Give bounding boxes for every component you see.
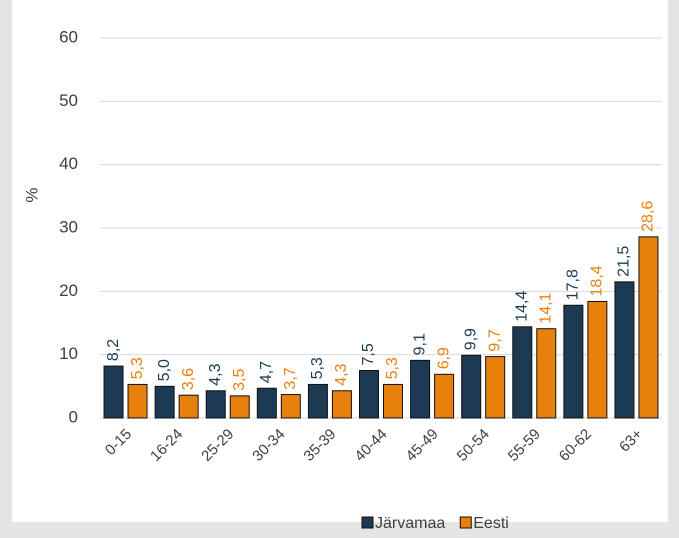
bar	[563, 304, 584, 419]
data-label: 9,9	[462, 328, 479, 350]
data-label: 18,4	[589, 265, 606, 296]
data-label: 14,4	[513, 291, 530, 322]
bar	[103, 365, 124, 419]
panel	[12, 0, 668, 522]
bar	[256, 387, 277, 419]
data-label: 3,6	[180, 368, 197, 390]
bar	[587, 300, 608, 419]
y-tick-label: 0	[69, 407, 78, 426]
bar	[461, 354, 482, 419]
data-label: 28,6	[640, 201, 657, 232]
data-label: 17,8	[565, 269, 582, 300]
data-label: 5,3	[309, 357, 326, 379]
bar	[178, 394, 199, 419]
data-label: 5,3	[384, 357, 401, 379]
bar	[512, 326, 533, 419]
data-label: 4,7	[258, 361, 275, 383]
y-tick-label: 40	[59, 154, 78, 173]
data-label: 3,7	[282, 367, 299, 389]
data-label: 6,9	[435, 347, 452, 369]
bar	[127, 383, 148, 419]
data-label: 4,3	[333, 363, 350, 385]
bar	[205, 390, 226, 419]
data-label: 14,1	[537, 292, 554, 323]
y-tick-label: 50	[59, 91, 78, 110]
bar	[614, 281, 635, 419]
data-label: 5,3	[129, 357, 146, 379]
data-label: 4,3	[207, 363, 224, 385]
bar	[307, 383, 328, 419]
legend-label: Järvamaa	[375, 515, 445, 532]
bar	[410, 359, 431, 419]
bar	[434, 373, 455, 419]
data-label: 7,5	[360, 343, 377, 365]
bar	[638, 236, 659, 419]
bar	[280, 394, 301, 419]
bar	[154, 385, 175, 419]
y-tick-label: 30	[59, 217, 78, 236]
data-label: 3,5	[231, 368, 248, 390]
bar	[485, 356, 506, 419]
data-label: 5,0	[156, 359, 173, 381]
data-label: 8,2	[105, 339, 122, 361]
data-label: 9,7	[486, 329, 503, 351]
y-axis-label: %	[22, 187, 41, 202]
y-tick-label: 10	[59, 344, 78, 363]
bar	[383, 383, 403, 419]
legend-swatch	[459, 516, 472, 529]
legend-swatch	[361, 516, 374, 529]
data-label: 21,5	[616, 246, 633, 277]
bar	[536, 328, 557, 419]
bar	[359, 370, 379, 419]
data-label: 9,1	[411, 333, 428, 355]
y-tick-label: 20	[59, 281, 78, 300]
bar	[331, 390, 352, 419]
y-tick-label: 60	[59, 27, 78, 46]
bar	[229, 395, 250, 419]
legend-label: Eesti	[473, 515, 509, 532]
